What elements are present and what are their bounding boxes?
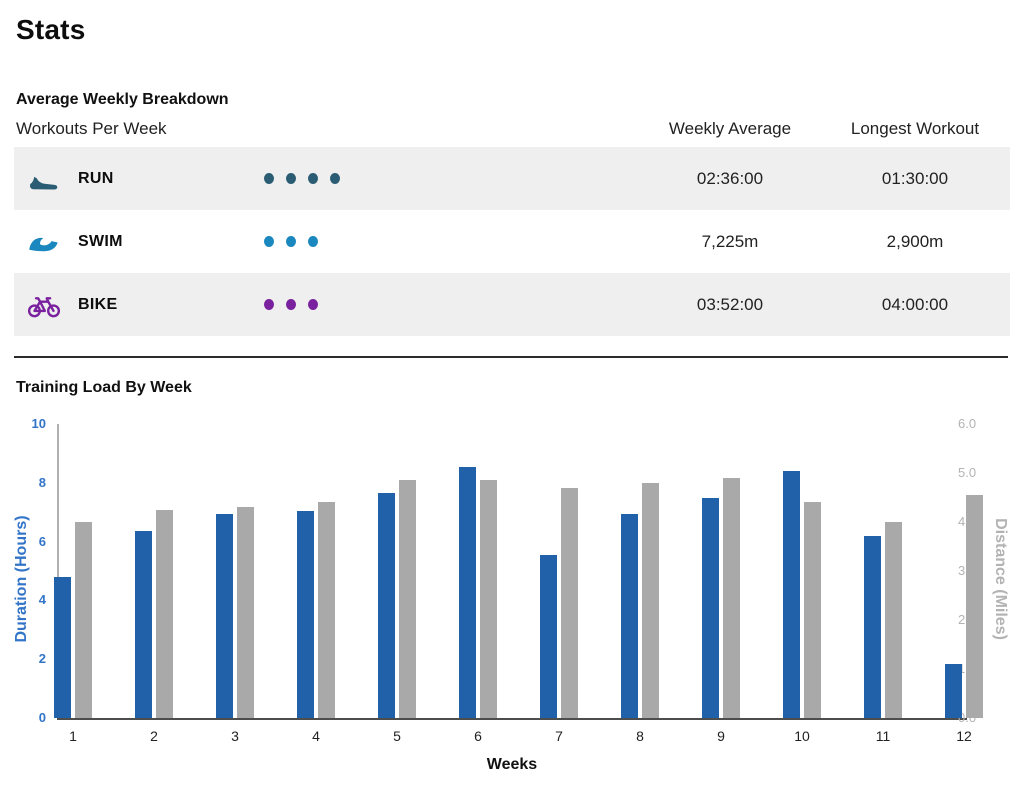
x-axis-title-weeks: Weeks xyxy=(486,756,538,773)
duration-bar-week-10[interactable] xyxy=(783,471,800,718)
distance-bar-week-5[interactable] xyxy=(399,480,416,718)
distance-bar-week-11[interactable] xyxy=(885,522,902,718)
table-row-bike: BIKE 03:52:00 04:00:00 xyxy=(14,273,1010,336)
y-axis-tick-right: 6.0 xyxy=(958,416,977,431)
weekly-average-value: 03:52:00 xyxy=(696,294,764,314)
duration-bar-week-9[interactable] xyxy=(702,497,719,718)
workout-dot xyxy=(264,173,274,184)
x-axis-line xyxy=(57,718,967,720)
y-axis-tick-left: 8 xyxy=(38,474,46,490)
table-row-swim: SWIM 7,225m 2,900m xyxy=(14,210,1010,273)
sport-cell: SWIM xyxy=(14,227,264,257)
workout-dot xyxy=(264,236,274,247)
sport-cell: BIKE xyxy=(14,290,264,320)
x-axis-tick: 3 xyxy=(231,728,239,744)
duration-bar-week-11[interactable] xyxy=(864,535,881,718)
y-axis-tick-left: 10 xyxy=(31,416,46,431)
run-shoe-icon xyxy=(26,164,62,194)
duration-bar-week-2[interactable] xyxy=(135,531,152,718)
distance-bar-week-9[interactable] xyxy=(723,477,740,718)
sport-cell: RUN xyxy=(14,164,264,194)
distance-bar-week-3[interactable] xyxy=(237,507,254,718)
duration-bar-week-3[interactable] xyxy=(216,513,233,718)
workouts-per-week-dots xyxy=(264,299,640,310)
y-axis-tick-left: 0 xyxy=(38,710,46,725)
workout-dot xyxy=(286,299,296,310)
column-header-weekly-average: Weekly Average xyxy=(668,119,792,138)
sport-label: SWIM xyxy=(78,232,123,250)
duration-bar-week-6[interactable] xyxy=(459,466,476,718)
column-header-workouts-per-week: Workouts Per Week xyxy=(16,119,167,138)
weekly-average-value: 02:36:00 xyxy=(696,168,764,188)
swim-wave-icon xyxy=(26,227,62,257)
workouts-per-week-dots xyxy=(264,173,640,184)
duration-bar-week-1[interactable] xyxy=(54,576,71,718)
bike-icon xyxy=(26,290,62,320)
breakdown-heading: Average Weekly Breakdown xyxy=(16,91,229,108)
y-axis-title-duration: Duration (Hours) xyxy=(13,515,30,643)
column-header-longest-workout: Longest Workout xyxy=(850,119,980,138)
distance-bar-week-12[interactable] xyxy=(966,495,983,718)
distance-bar-week-7[interactable] xyxy=(561,487,578,718)
workout-dot xyxy=(330,173,340,184)
workout-dot xyxy=(308,236,318,247)
y-axis-title-distance: Distance (Miles) xyxy=(992,518,1009,640)
longest-workout-value: 04:00:00 xyxy=(881,294,949,314)
table-body: RUN 02:36:00 01:30:00 SWIM 7,225m 2,900m BIKE 0… xyxy=(14,147,1010,336)
distance-bar-week-8[interactable] xyxy=(642,482,659,718)
distance-bar-week-4[interactable] xyxy=(318,502,335,718)
workout-dot xyxy=(264,299,274,310)
x-axis-tick: 10 xyxy=(794,728,810,744)
duration-bar-week-4[interactable] xyxy=(297,510,314,718)
longest-workout-value: 01:30:00 xyxy=(881,168,949,188)
table-header-row: Workouts Per Week Weekly Average Longest… xyxy=(14,119,1010,147)
y-axis-line xyxy=(57,424,59,718)
table-row-run: RUN 02:36:00 01:30:00 xyxy=(14,147,1010,210)
workout-dot xyxy=(286,236,296,247)
y-axis-tick-left: 4 xyxy=(38,592,46,608)
y-axis-tick-right: 5.0 xyxy=(958,465,977,480)
x-axis-tick: 11 xyxy=(875,728,891,744)
x-axis-tick: 1 xyxy=(69,728,77,744)
y-axis-tick-left: 6 xyxy=(38,533,46,549)
workouts-per-week-dots xyxy=(264,236,640,247)
workout-dot xyxy=(286,173,296,184)
workout-dot xyxy=(308,173,318,184)
distance-bar-week-6[interactable] xyxy=(480,480,497,718)
sport-label: RUN xyxy=(78,169,114,187)
training-load-chart: 02468100.01.02.03.04.05.06.0123456789101… xyxy=(0,405,1024,777)
duration-bar-week-7[interactable] xyxy=(540,554,557,718)
x-axis-tick: 6 xyxy=(474,728,482,744)
distance-bar-week-1[interactable] xyxy=(75,522,92,718)
page-title: Stats xyxy=(16,14,86,45)
duration-bar-week-12[interactable] xyxy=(945,663,962,718)
x-axis-tick: 5 xyxy=(393,728,401,744)
longest-workout-value: 2,900m xyxy=(886,231,944,251)
weekly-average-value: 7,225m xyxy=(701,231,759,251)
x-axis-tick: 9 xyxy=(717,728,725,744)
duration-bar-week-5[interactable] xyxy=(378,493,395,718)
chart-heading: Training Load By Week xyxy=(16,379,192,396)
x-axis-tick: 2 xyxy=(150,728,158,744)
section-divider xyxy=(14,356,1008,358)
y-axis-tick-left: 2 xyxy=(38,651,46,667)
x-axis-tick: 12 xyxy=(956,728,972,744)
x-axis-tick: 8 xyxy=(636,728,644,744)
distance-bar-week-10[interactable] xyxy=(804,502,821,718)
workout-dot xyxy=(308,299,318,310)
distance-bar-week-2[interactable] xyxy=(156,509,173,718)
weekly-breakdown-table: Workouts Per Week Weekly Average Longest… xyxy=(14,119,1010,336)
sport-label: BIKE xyxy=(78,295,118,313)
x-axis-tick: 7 xyxy=(555,728,563,744)
duration-bar-week-8[interactable] xyxy=(621,513,638,718)
x-axis-tick: 4 xyxy=(312,728,320,744)
